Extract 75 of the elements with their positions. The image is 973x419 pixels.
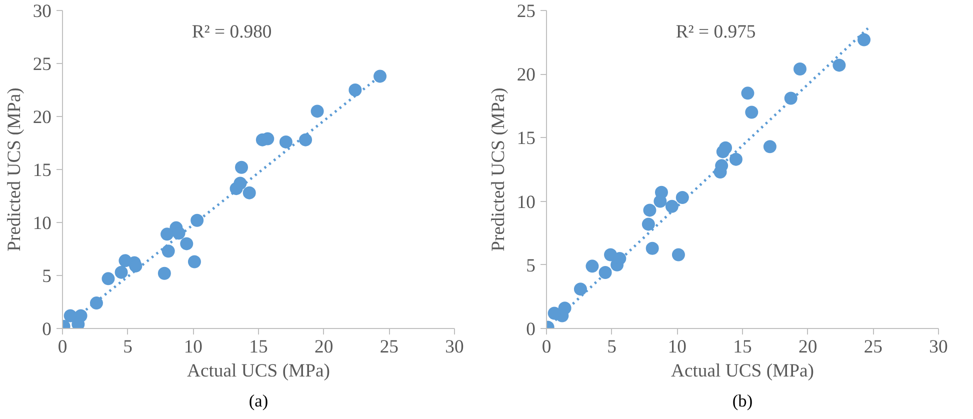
point <box>586 260 599 273</box>
point <box>180 237 194 250</box>
point <box>118 254 132 268</box>
point <box>665 200 678 213</box>
x-tick-label: 20 <box>798 336 818 358</box>
y-tick-label: 25 <box>516 1 536 22</box>
point <box>279 135 292 148</box>
point <box>235 160 248 174</box>
x-axis-title: Actual UCS (MPa) <box>670 360 814 382</box>
point <box>784 92 798 105</box>
point <box>642 218 655 231</box>
point <box>646 242 659 255</box>
y-tick-label: 5 <box>526 255 536 276</box>
y-axis-title: Predicted UCS (MPa) <box>488 88 509 252</box>
point <box>90 296 103 310</box>
point <box>729 152 742 166</box>
point <box>374 70 387 83</box>
point <box>242 186 256 200</box>
y-axis-title: Predicted UCS (MPa) <box>4 88 25 252</box>
point <box>763 140 776 154</box>
point <box>574 282 587 296</box>
point <box>72 318 85 328</box>
annotation: R² = 0.980 <box>192 21 272 42</box>
x-tick-label: 0 <box>542 336 552 358</box>
x-tick-label: 15 <box>249 336 268 358</box>
x-tick-label: 15 <box>733 336 752 358</box>
point <box>348 84 362 96</box>
x-tick-label: 5 <box>123 336 132 358</box>
point <box>672 248 685 262</box>
point <box>793 62 806 76</box>
point <box>162 244 175 258</box>
text: (a) <box>248 392 268 410</box>
x-tick-label: 5 <box>607 336 616 358</box>
point <box>160 228 174 241</box>
text: (b) <box>732 392 753 410</box>
y-tick-label: 15 <box>516 128 536 150</box>
point <box>310 104 324 118</box>
point <box>745 106 758 119</box>
point <box>741 86 754 100</box>
y-tick-label: 20 <box>516 64 536 86</box>
y-tick-label: 10 <box>516 192 536 213</box>
x-tick-label: 20 <box>314 336 334 358</box>
point <box>190 214 204 227</box>
y-tick-label: 0 <box>526 319 536 340</box>
point <box>64 309 77 322</box>
y-tick-label: 10 <box>32 213 52 234</box>
point <box>858 33 871 46</box>
point <box>654 194 667 208</box>
x-tick-label: 10 <box>184 336 202 358</box>
point <box>716 145 730 158</box>
x-axis-title: Actual UCS (MPa) <box>186 360 330 382</box>
point <box>643 204 656 217</box>
point <box>832 58 846 72</box>
y-tick-label: 25 <box>32 54 52 75</box>
y-tick-label: 0 <box>42 319 52 340</box>
x-tick-label: 25 <box>380 336 398 358</box>
point <box>234 176 247 190</box>
point <box>676 190 689 204</box>
annotation: R² = 0.975 <box>676 21 756 42</box>
point <box>102 272 115 286</box>
point <box>299 133 312 146</box>
x-tick-label: 25 <box>864 336 882 358</box>
y-tick-label: 30 <box>32 1 52 22</box>
y-tick-label: 15 <box>32 160 52 181</box>
x-tick-label: 30 <box>929 336 948 358</box>
point <box>114 266 128 279</box>
point <box>548 306 561 320</box>
point <box>188 255 201 268</box>
y-tick-label: 5 <box>42 266 52 287</box>
x-tick-label: 30 <box>445 336 464 358</box>
point <box>158 266 171 280</box>
x-tick-label: 10 <box>668 336 686 358</box>
y-tick-label: 20 <box>32 107 52 128</box>
point <box>598 266 612 280</box>
x-tick-label: 0 <box>58 336 68 358</box>
